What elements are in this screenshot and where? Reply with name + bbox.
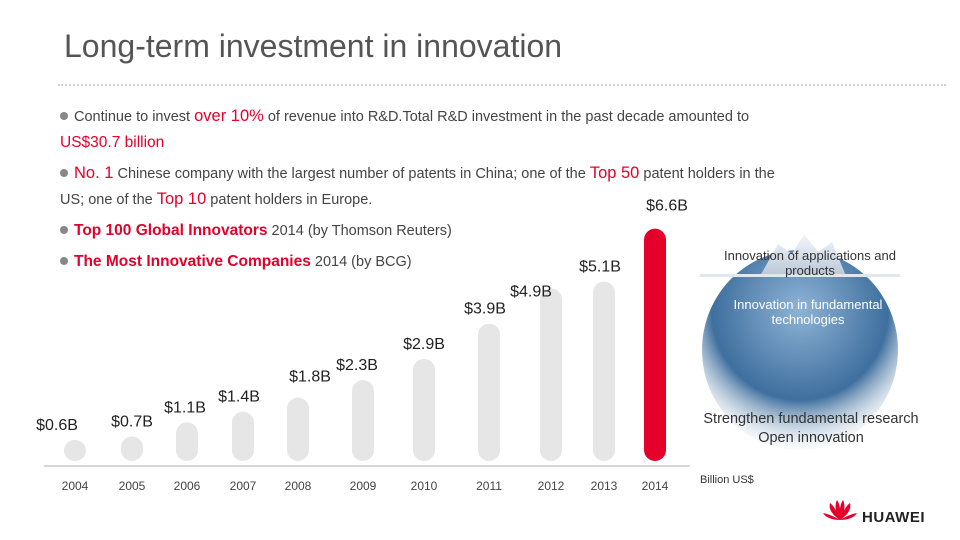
bullet-global-innovators: Top 100 Global Innovators 2014 (by Thoms… [60,218,880,244]
x-tick-label: 2012 [538,479,565,493]
x-tick-label: 2008 [285,479,312,493]
bullet-dot-icon [60,169,68,178]
bullet-text: of revenue into R&D.Total R&D investment… [263,109,750,125]
bar-2014 [644,228,666,461]
research-label: Strengthen fundamental research [703,411,919,427]
data-label: $0.6B [36,417,78,434]
iceberg-top-label: Innovation of applications and products [723,248,896,278]
title-divider [58,84,946,86]
open-innovation-label: Open innovation [758,430,864,446]
bar-2009 [352,380,374,461]
highlight-text: Top 10 [156,190,207,208]
bullet-text: Continue to invest [74,109,195,125]
bullet-text: US; one of the [60,192,157,208]
bar-2004 [64,439,86,461]
iceberg-icon [700,234,900,450]
bullet-dot-icon [60,112,68,121]
bar-2012 [540,288,562,461]
data-label: $1.8B [289,369,331,386]
huawei-logo-icon [823,500,857,520]
bullet-innovative-companies: The Most Innovative Companies 2014 (by B… [60,249,880,275]
data-label: $1.1B [164,399,206,416]
data-label: $3.9B [464,301,506,318]
x-tick-label: 2009 [350,479,377,493]
highlight-text: Top 100 Global Innovators [74,222,268,239]
bullet-list: Continue to invest over 10% of revenue i… [60,104,880,280]
data-label: $2.9B [403,336,445,353]
bar-2005 [121,436,143,461]
highlight-text: The Most Innovative Companies [74,253,311,270]
highlight-text: No. 1 [74,164,114,182]
unit-label: Billion US$ [700,474,754,486]
bar-2010 [413,358,435,461]
bullet-text: 2014 (by Thomson Reuters) [267,223,452,239]
highlight-text: US$30.7 billion [60,134,165,151]
bullet-dot-icon [60,257,68,266]
bullet-rd-investment: Continue to invest over 10% of revenue i… [60,104,880,156]
slide-title: Long-term investment in innovation [64,28,563,64]
x-tick-label: 2004 [62,479,89,493]
bullet-text: patent holders in the [639,166,775,182]
logo-text: HUAWEI [862,509,925,526]
bar-2008 [287,397,309,461]
x-tick-label: 2007 [230,479,257,493]
highlight-text: over 10% [194,107,264,125]
x-tick-label: 2006 [174,479,201,493]
data-label: $4.9B [510,284,552,301]
bar-2006 [176,422,198,461]
bar-2013 [593,281,615,461]
bullet-text: 2014 (by BCG) [310,254,412,270]
bullet-text: patent holders in Europe. [206,192,373,208]
highlight-text: Top 50 [589,164,640,182]
iceberg-mid-label: Innovation in fundamental technologies [733,297,883,327]
bullet-patents: No. 1 Chinese company with the largest n… [60,161,880,213]
data-label: $6.6B [646,198,688,215]
data-label: $2.3B [336,357,378,374]
bullet-dot-icon [60,226,68,235]
bar-2011 [478,323,500,461]
x-tick-label: 2005 [119,479,146,493]
x-tick-label: 2013 [591,479,618,493]
data-label: $1.4B [218,389,260,406]
bullet-text: Chinese company with the largest number … [113,166,590,182]
data-label: $5.1B [579,258,621,275]
bar-2007 [232,411,254,461]
x-tick-label: 2010 [411,479,438,493]
data-label: $0.7B [111,413,153,430]
x-tick-label: 2014 [642,479,669,493]
x-tick-label: 2011 [476,479,502,493]
